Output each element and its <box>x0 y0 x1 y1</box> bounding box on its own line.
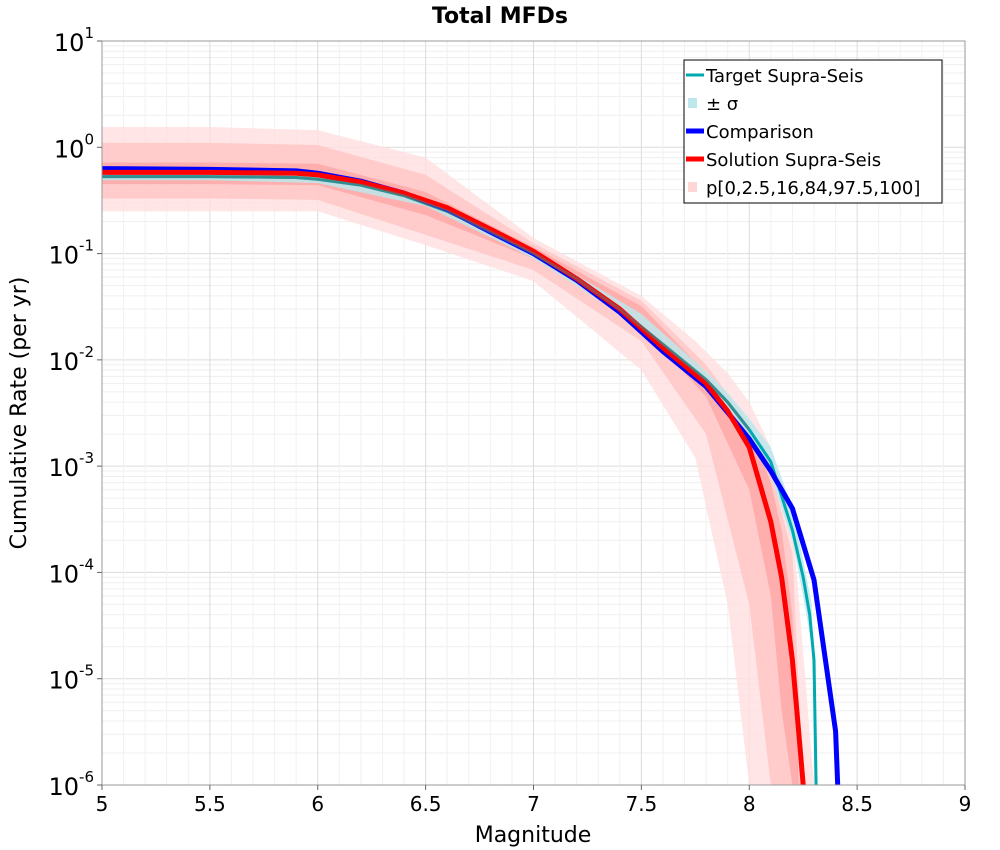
legend-swatch-band <box>688 182 697 192</box>
series-lines <box>101 166 841 786</box>
x-tick-label: 7 <box>527 792 540 816</box>
y-tick-label: 100 <box>54 130 94 163</box>
y-axis-label: Cumulative Rate (per yr) <box>7 277 32 550</box>
x-tick-label: 8 <box>743 792 756 816</box>
x-tick-label: 5.5 <box>194 792 226 816</box>
y-tick-label: 10-1 <box>48 237 94 270</box>
x-tick-label: 9 <box>959 792 972 816</box>
uncertainty-bands <box>102 127 817 786</box>
series-line-target-overlay <box>102 175 751 431</box>
y-tick-label: 10-5 <box>48 662 94 695</box>
x-tick-label: 6 <box>311 792 324 816</box>
y-tick-label: 101 <box>54 24 94 57</box>
y-tick-label: 10-6 <box>48 768 94 801</box>
y-axis-ticks: 101 100 10-1 10-2 10-3 10-4 10-5 10-6 <box>48 24 102 801</box>
y-tick-label: 10-4 <box>48 555 94 588</box>
x-tick-label: 8.5 <box>841 792 873 816</box>
legend-box <box>683 59 943 204</box>
percentile-band-2 <box>102 162 799 786</box>
legend: Target Supra-Seis ± σ Comparison Solution S… <box>683 59 943 204</box>
x-tick-label: 6.5 <box>410 792 442 816</box>
x-axis-label: Magnitude <box>475 823 592 848</box>
x-axis-ticks: 5 5.5 6 6.5 7 7.5 8 8.5 9 <box>96 785 972 816</box>
legend-label: Solution Supra-Seis <box>706 150 881 171</box>
legend-label: ± σ <box>706 94 738 115</box>
x-tick-label: 7.5 <box>625 792 657 816</box>
y-tick-label: 10-3 <box>48 449 94 482</box>
legend-label: p[0,2.5,16,84,97.5,100] <box>706 178 920 199</box>
y-tick-label: 10-2 <box>48 343 94 376</box>
legend-swatch-band <box>688 98 697 108</box>
legend-label: Comparison <box>706 122 814 143</box>
legend-label: Target Supra-Seis <box>705 66 863 87</box>
x-tick-label: 5 <box>96 792 109 816</box>
chart-title: Total MFDs <box>432 4 568 29</box>
